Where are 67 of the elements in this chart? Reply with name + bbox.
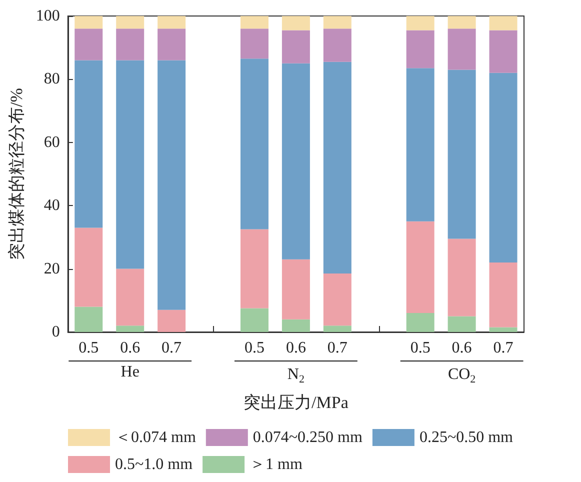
bar: [74, 16, 103, 29]
bar: [158, 310, 186, 332]
bar: [448, 70, 476, 239]
bar: [406, 68, 434, 222]
bar: [282, 259, 310, 320]
bar: [74, 28, 103, 60]
bar: [282, 63, 310, 260]
y-tick-label: 80: [44, 70, 60, 88]
y-axis-title: 突出煤体的粒径分布/%: [7, 88, 26, 260]
bar: [74, 306, 103, 332]
bar: [116, 326, 144, 332]
bar: [240, 58, 268, 230]
bar: [323, 16, 352, 29]
bar: [489, 72, 518, 262]
bar: [489, 16, 518, 30]
bar: [448, 16, 476, 29]
y-tick-label: 100: [36, 8, 60, 24]
bar: [116, 28, 144, 60]
bar: [74, 228, 103, 307]
y-tick-label: 20: [44, 260, 60, 278]
bar: [323, 28, 352, 62]
bar: [489, 262, 518, 328]
bar: [240, 16, 268, 29]
bar: [240, 229, 268, 308]
x-tick-label: 0.7: [162, 340, 182, 356]
bar: [323, 274, 352, 326]
bar: [406, 221, 434, 314]
bar: [240, 308, 268, 332]
legend-label: 0.5~1.0 mm: [115, 456, 194, 473]
legend-label: ＞1 mm: [250, 456, 303, 473]
bar: [448, 28, 476, 70]
bar: [74, 60, 103, 228]
y-tick-label: 60: [44, 134, 60, 151]
bar: [406, 313, 434, 332]
bar: [158, 60, 186, 310]
x-tick-label: 0.7: [493, 340, 514, 356]
bar: [489, 327, 518, 332]
y-tick-label: 0: [52, 324, 60, 340]
bar: [323, 62, 352, 274]
text: He: [120, 364, 140, 380]
bar: [406, 30, 434, 68]
bar: [116, 268, 144, 326]
bar: [158, 28, 186, 60]
x-tick-label: 0.5: [410, 340, 430, 356]
bar: [240, 28, 268, 59]
x-tick-label: 0.5: [78, 340, 99, 356]
bar: [448, 316, 476, 332]
bar: [116, 60, 144, 269]
bar: [406, 16, 434, 30]
legend-label: 0.074~0.250 mm: [252, 429, 363, 446]
bar: [158, 16, 186, 29]
x-axis-title: 突出压力/MPa: [244, 393, 349, 412]
bar: [282, 30, 310, 64]
bar: [116, 16, 144, 29]
x-tick-label: 0.5: [244, 340, 264, 356]
x-tick-label: 0.7: [327, 340, 348, 356]
x-tick-label: 0.6: [286, 340, 306, 356]
bar: [282, 16, 310, 30]
y-tick-label: 40: [44, 197, 60, 214]
legend-label: 0.25~0.50 mm: [419, 429, 514, 446]
bar: [323, 326, 352, 332]
x-tick-label: 0.6: [452, 340, 472, 356]
bar: [489, 30, 518, 73]
bar: [448, 238, 476, 316]
legend-label: ＜0.074 mm: [115, 429, 196, 446]
bar: [282, 319, 310, 332]
x-tick-label: 0.6: [120, 340, 140, 356]
